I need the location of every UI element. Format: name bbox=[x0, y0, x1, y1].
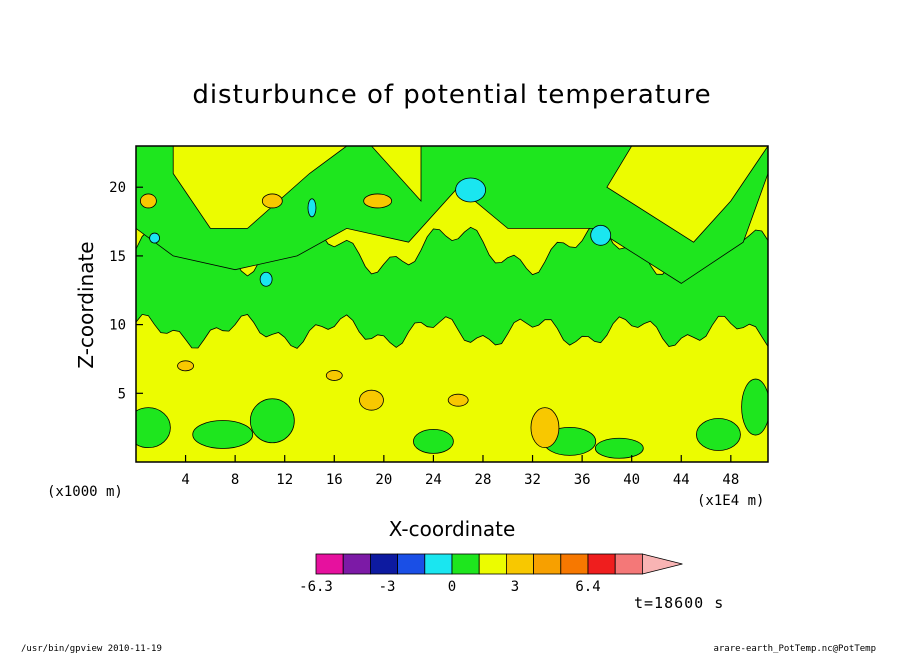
colorbar-swatch bbox=[369, 553, 398, 575]
colorbar-label: 6.4 bbox=[575, 579, 600, 595]
colorbar-swatch bbox=[505, 553, 534, 575]
colorbar-label: 3 bbox=[511, 579, 519, 595]
x-tick-label: 36 bbox=[574, 472, 591, 488]
chart-title: disturbunce of potential temperature bbox=[192, 80, 711, 110]
colorbar-swatch bbox=[315, 553, 344, 575]
contour-orange-0 bbox=[363, 193, 393, 209]
y-tick-label: 20 bbox=[109, 180, 126, 196]
colorbar-swatch bbox=[342, 553, 371, 575]
contour-cyan-0 bbox=[455, 177, 486, 203]
x-tick-label: 28 bbox=[475, 472, 492, 488]
contour-green-low-5 bbox=[594, 437, 644, 459]
plot-frame bbox=[135, 145, 769, 463]
contour-cyan-1 bbox=[590, 224, 612, 246]
colorbar-label: 0 bbox=[448, 579, 456, 595]
footer-left: /usr/bin/gpview 2010-11-19 bbox=[21, 644, 162, 654]
contour-orange-1 bbox=[261, 193, 283, 209]
contour-cyan-3 bbox=[307, 198, 317, 218]
x-tick-label: 32 bbox=[524, 472, 541, 488]
contour-green-low-7 bbox=[741, 378, 768, 436]
x-tick-label: 44 bbox=[673, 472, 690, 488]
x-tick-label: 16 bbox=[326, 472, 343, 488]
colorbar-swatch bbox=[397, 553, 426, 575]
contour-orange-7 bbox=[139, 193, 157, 209]
contour-green-low-2 bbox=[249, 398, 295, 444]
x-axis-label: X-coordinate bbox=[389, 517, 516, 541]
contour-green-low-1 bbox=[192, 420, 254, 449]
contour-orange-5 bbox=[325, 370, 343, 381]
y-tick-label: 10 bbox=[109, 318, 126, 334]
colorbar: -6.3 -3 0 3 6.4 bbox=[299, 553, 683, 595]
x-tick-label: 20 bbox=[375, 472, 392, 488]
x-tick-label: 12 bbox=[276, 472, 293, 488]
x-tick-label: 40 bbox=[623, 472, 640, 488]
colorbar-swatch bbox=[614, 553, 643, 575]
x-tick-label: 48 bbox=[722, 472, 739, 488]
contour-green-low-3 bbox=[413, 428, 454, 454]
contour-green-low-0 bbox=[136, 407, 171, 449]
footer-right: arare-earth_PotTemp.nc@PotTemp bbox=[713, 644, 876, 654]
y-axis-label: Z-coordinate bbox=[74, 241, 98, 368]
x-unit-right: (x1E4 m) bbox=[697, 493, 764, 509]
contour-green-low-6 bbox=[696, 418, 741, 451]
x-tick-label: 8 bbox=[231, 472, 239, 488]
x-tick-label: 24 bbox=[425, 472, 442, 488]
contour-orange-4 bbox=[359, 389, 384, 411]
colorbar-swatch bbox=[451, 553, 480, 575]
contour-cyan-2 bbox=[259, 271, 273, 287]
x-tick-label: 4 bbox=[181, 472, 189, 488]
plot-area bbox=[135, 145, 769, 463]
y-tick-label: 15 bbox=[109, 249, 126, 265]
colorbar-swatch bbox=[533, 553, 562, 575]
colorbar-overflow-arrow bbox=[642, 553, 683, 575]
colorbar-swatch bbox=[560, 553, 589, 575]
contour-orange-3 bbox=[447, 393, 469, 407]
contour-cyan-4 bbox=[149, 232, 160, 244]
colorbar-swatch bbox=[478, 553, 507, 575]
colorbar-swatch bbox=[587, 553, 616, 575]
colorbar-swatch bbox=[424, 553, 453, 575]
x-unit-left: (x1000 m) bbox=[47, 484, 123, 500]
colorbar-label: -3 bbox=[379, 579, 396, 595]
y-tick-label: 5 bbox=[118, 386, 126, 402]
contour-orange-2 bbox=[530, 407, 560, 449]
time-label: t=18600 s bbox=[634, 594, 724, 612]
colorbar-label: -6.3 bbox=[299, 579, 333, 595]
contour-orange-6 bbox=[177, 360, 194, 372]
